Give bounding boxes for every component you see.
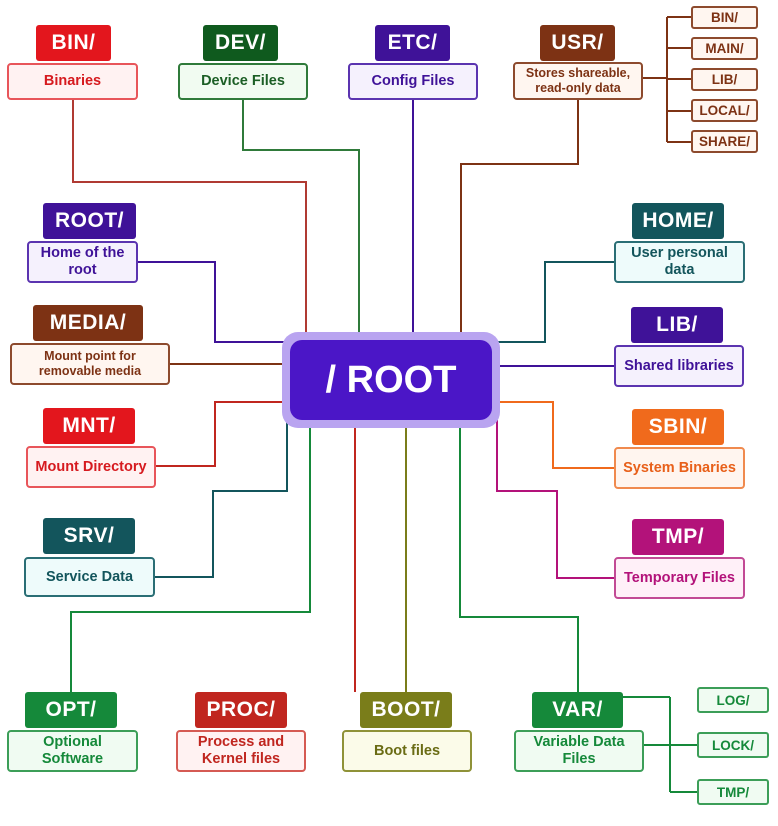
var-child-lock: LOCK/ <box>697 732 769 758</box>
var-child-log: LOG/ <box>697 687 769 713</box>
var-description: Variable Data Files <box>514 730 644 772</box>
etc-description: Config Files <box>348 63 478 100</box>
etc-title: ETC/ <box>375 25 450 61</box>
connector-mnt <box>156 401 290 467</box>
tmp-description: Temporary Files <box>614 557 745 599</box>
opt-title: OPT/ <box>25 692 117 728</box>
bin-description: Binaries <box>7 63 138 100</box>
opt-description: Optional Software <box>7 730 138 772</box>
srv-title: SRV/ <box>43 518 135 554</box>
usr-child-bin: BIN/ <box>691 6 758 29</box>
usr-child-local: LOCAL/ <box>691 99 758 122</box>
proc-description: Process and Kernel files <box>176 730 306 772</box>
mnt-title: MNT/ <box>43 408 135 444</box>
dev-title: DEV/ <box>203 25 278 61</box>
mnt-description: Mount Directory <box>26 446 156 488</box>
boot-title: BOOT/ <box>360 692 452 728</box>
var-child-tmp: TMP/ <box>697 779 769 805</box>
dev-description: Device Files <box>178 63 308 100</box>
root-node: / ROOT <box>290 340 492 420</box>
connector-bin <box>72 100 307 332</box>
proc-title: PROC/ <box>195 692 287 728</box>
connector-root-home <box>138 261 290 343</box>
var-title: VAR/ <box>532 692 623 728</box>
sbin-description: System Binaries <box>614 447 745 489</box>
usr-child-main: MAIN/ <box>691 37 758 60</box>
connector-dev <box>242 100 360 332</box>
sbin-title: SBIN/ <box>632 409 724 445</box>
usr-description: Stores shareable, read-only data <box>513 62 643 100</box>
lib-description: Shared libraries <box>614 345 744 387</box>
usr-child-lib: LIB/ <box>691 68 758 91</box>
media-description: Mount point for removable media <box>10 343 170 385</box>
lib-title: LIB/ <box>631 307 723 343</box>
usr-title: USR/ <box>540 25 615 61</box>
usr-child-share: SHARE/ <box>691 130 758 153</box>
tmp-title: TMP/ <box>632 519 724 555</box>
srv-description: Service Data <box>24 557 155 597</box>
connector-var-tree <box>623 696 697 793</box>
home-title: HOME/ <box>632 203 724 239</box>
root-home-title: ROOT/ <box>43 203 136 239</box>
connector-usr <box>460 100 579 332</box>
home-description: User personal data <box>614 241 745 283</box>
bin-title: BIN/ <box>36 25 111 61</box>
connector-var <box>459 428 579 692</box>
connector-tmp <box>496 420 614 579</box>
connector-srv <box>155 420 288 578</box>
connector-home <box>492 261 614 343</box>
boot-description: Boot files <box>342 730 472 772</box>
connector-usr-tree <box>643 16 691 143</box>
connector-opt <box>70 428 311 692</box>
root-home-description: Home of the root <box>27 241 138 283</box>
media-title: MEDIA/ <box>33 305 143 341</box>
connector-sbin <box>492 401 614 469</box>
